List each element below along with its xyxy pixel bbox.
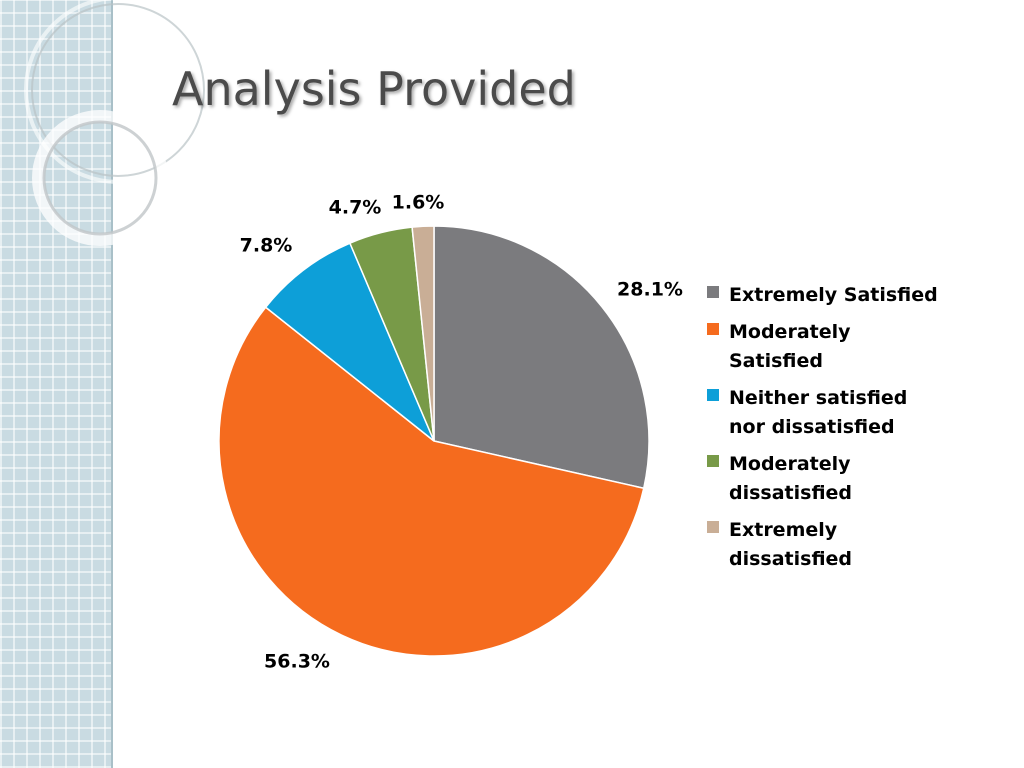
legend-swatch xyxy=(707,521,719,533)
data-label: 56.3% xyxy=(264,651,330,673)
legend-swatch xyxy=(707,286,719,298)
legend-item: Extremely Satisfied xyxy=(707,281,967,310)
pie-slice-neither-satisfied-nor-dissatisfied xyxy=(264,242,435,442)
legend-label: Extremely dissatisfied xyxy=(729,519,853,570)
pie-slice-extremely-satisfied xyxy=(433,225,650,490)
data-label: 28.1% xyxy=(617,279,683,301)
data-label: 1.6% xyxy=(392,192,445,214)
legend-swatch xyxy=(707,389,719,401)
legend-swatch xyxy=(707,455,719,467)
legend-item: Moderately dissatisfied xyxy=(707,450,967,508)
legend-label: Moderately dissatisfied xyxy=(729,453,853,504)
legend-label: Extremely Satisfied xyxy=(729,284,938,306)
data-label: 7.8% xyxy=(240,235,293,257)
data-label: 4.7% xyxy=(329,197,382,219)
chart-legend: Extremely Satisfied Moderately Satisfied N… xyxy=(707,281,967,582)
legend-label: Neither satisfied nor dissatisfied xyxy=(729,387,908,438)
legend-item: Extremely dissatisfied xyxy=(707,516,967,574)
legend-item: Moderately Satisfied xyxy=(707,318,967,376)
legend-swatch xyxy=(707,323,719,335)
legend-item: Neither satisfied nor dissatisfied xyxy=(707,384,967,442)
legend-label: Moderately Satisfied xyxy=(729,321,851,372)
pie-slice-extremely-dissatisfied xyxy=(411,225,435,442)
pie-slice-moderately-satisfied xyxy=(218,306,645,657)
slide-title: Analysis Provided xyxy=(172,62,576,116)
